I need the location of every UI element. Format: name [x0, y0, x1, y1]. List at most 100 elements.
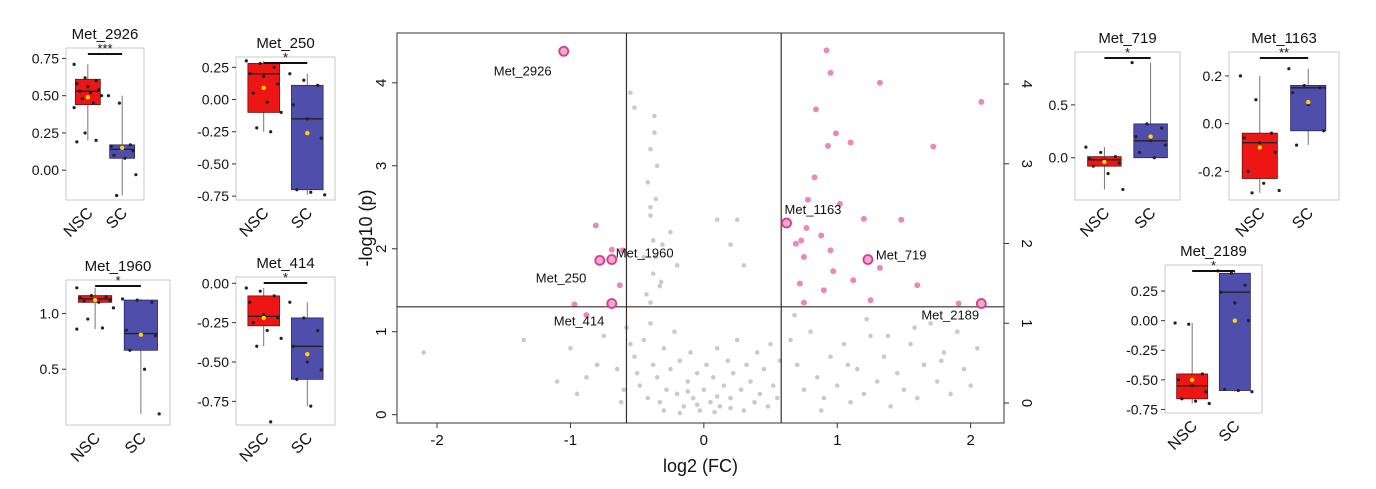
data-point [1222, 387, 1227, 391]
box-nsc [1241, 132, 1278, 179]
data-point [117, 101, 122, 105]
significance-label: * [1125, 45, 1130, 60]
background-point [941, 350, 947, 355]
background-point [881, 354, 887, 359]
mean-point [1189, 377, 1195, 383]
background-point [912, 325, 917, 330]
y-tick-label: 2 [373, 245, 390, 253]
data-point [1204, 390, 1208, 394]
x-tick-label: -2 [430, 432, 443, 449]
background-point [744, 362, 749, 368]
data-point [1106, 171, 1110, 176]
background-point [601, 333, 607, 339]
significant-point [830, 268, 837, 275]
right-y-tick-label: 3 [1018, 160, 1035, 168]
box-sc [1290, 85, 1327, 132]
labeled-point [781, 217, 792, 229]
background-point [738, 387, 744, 393]
point-label: Met_2189 [921, 308, 979, 323]
data-point [72, 106, 76, 110]
data-point [265, 100, 269, 104]
category-label: NSC [1165, 418, 1201, 454]
background-point [888, 404, 893, 409]
data-point [97, 300, 101, 304]
background-point [637, 383, 643, 388]
background-point [921, 362, 927, 368]
mean-point [1102, 159, 1107, 165]
data-point [269, 130, 273, 134]
data-point [1113, 155, 1118, 159]
mean-point [119, 145, 125, 151]
y-tick-label: 1 [373, 328, 390, 336]
background-point [712, 409, 717, 415]
background-point [821, 395, 827, 401]
background-point [752, 399, 757, 405]
background-point [634, 370, 640, 376]
mean-point [305, 351, 310, 357]
data-point [288, 300, 292, 304]
significant-point [804, 196, 811, 203]
data-point [316, 83, 320, 87]
category-label: NSC [61, 205, 97, 241]
data-point [120, 297, 125, 301]
significant-point [818, 232, 825, 239]
category-label: NSC [1233, 205, 1269, 241]
background-point [741, 408, 747, 413]
data-point [128, 143, 132, 147]
background-point [741, 263, 747, 268]
background-point [648, 300, 653, 305]
background-point [841, 341, 847, 347]
data-point [83, 76, 87, 80]
mean-point [261, 315, 266, 321]
significant-point [796, 280, 803, 287]
significant-point [876, 79, 883, 86]
background-point [654, 375, 660, 380]
background-point [697, 408, 703, 413]
background-point [674, 263, 680, 268]
background-point [701, 387, 707, 393]
significant-point [850, 277, 857, 284]
background-point [645, 180, 651, 185]
data-point [75, 140, 79, 144]
data-point [72, 62, 76, 66]
data-point [78, 89, 82, 93]
significant-point [914, 282, 921, 289]
background-point [685, 389, 691, 394]
data-point [109, 144, 113, 148]
background-point [694, 370, 700, 376]
background-point [908, 341, 913, 347]
data-point [1236, 388, 1240, 393]
data-point [124, 328, 128, 332]
background-point [774, 395, 780, 401]
panel-frame [1228, 51, 1340, 201]
background-point [975, 346, 980, 351]
background-point [794, 362, 800, 368]
background-point [730, 370, 736, 376]
significant-point [583, 312, 590, 319]
background-point [734, 337, 740, 343]
box-nsc [247, 295, 280, 327]
mean-point [305, 130, 310, 136]
box-sc [291, 84, 324, 191]
background-point [961, 366, 967, 372]
background-point [654, 163, 660, 169]
significance-label: * [1211, 258, 1216, 273]
significant-point [847, 139, 854, 146]
data-point [1084, 145, 1088, 149]
background-point [632, 105, 637, 110]
box-met-250: Met_250 -0.75 -0.50 -0.25 0.00 0.25 NSC SC * [197, 35, 336, 241]
panel-frame [65, 47, 145, 201]
point-label: Met_414 [554, 314, 605, 329]
background-point [885, 333, 891, 339]
mean-point [1232, 318, 1238, 323]
data-point [319, 136, 323, 140]
data-point [115, 193, 119, 198]
data-point [269, 420, 273, 424]
labeled-point [975, 298, 987, 309]
background-point [632, 354, 637, 359]
data-point [1243, 283, 1247, 287]
background-point [668, 229, 673, 235]
y-tick-label: 0.5 [40, 361, 60, 377]
data-point [265, 328, 269, 333]
